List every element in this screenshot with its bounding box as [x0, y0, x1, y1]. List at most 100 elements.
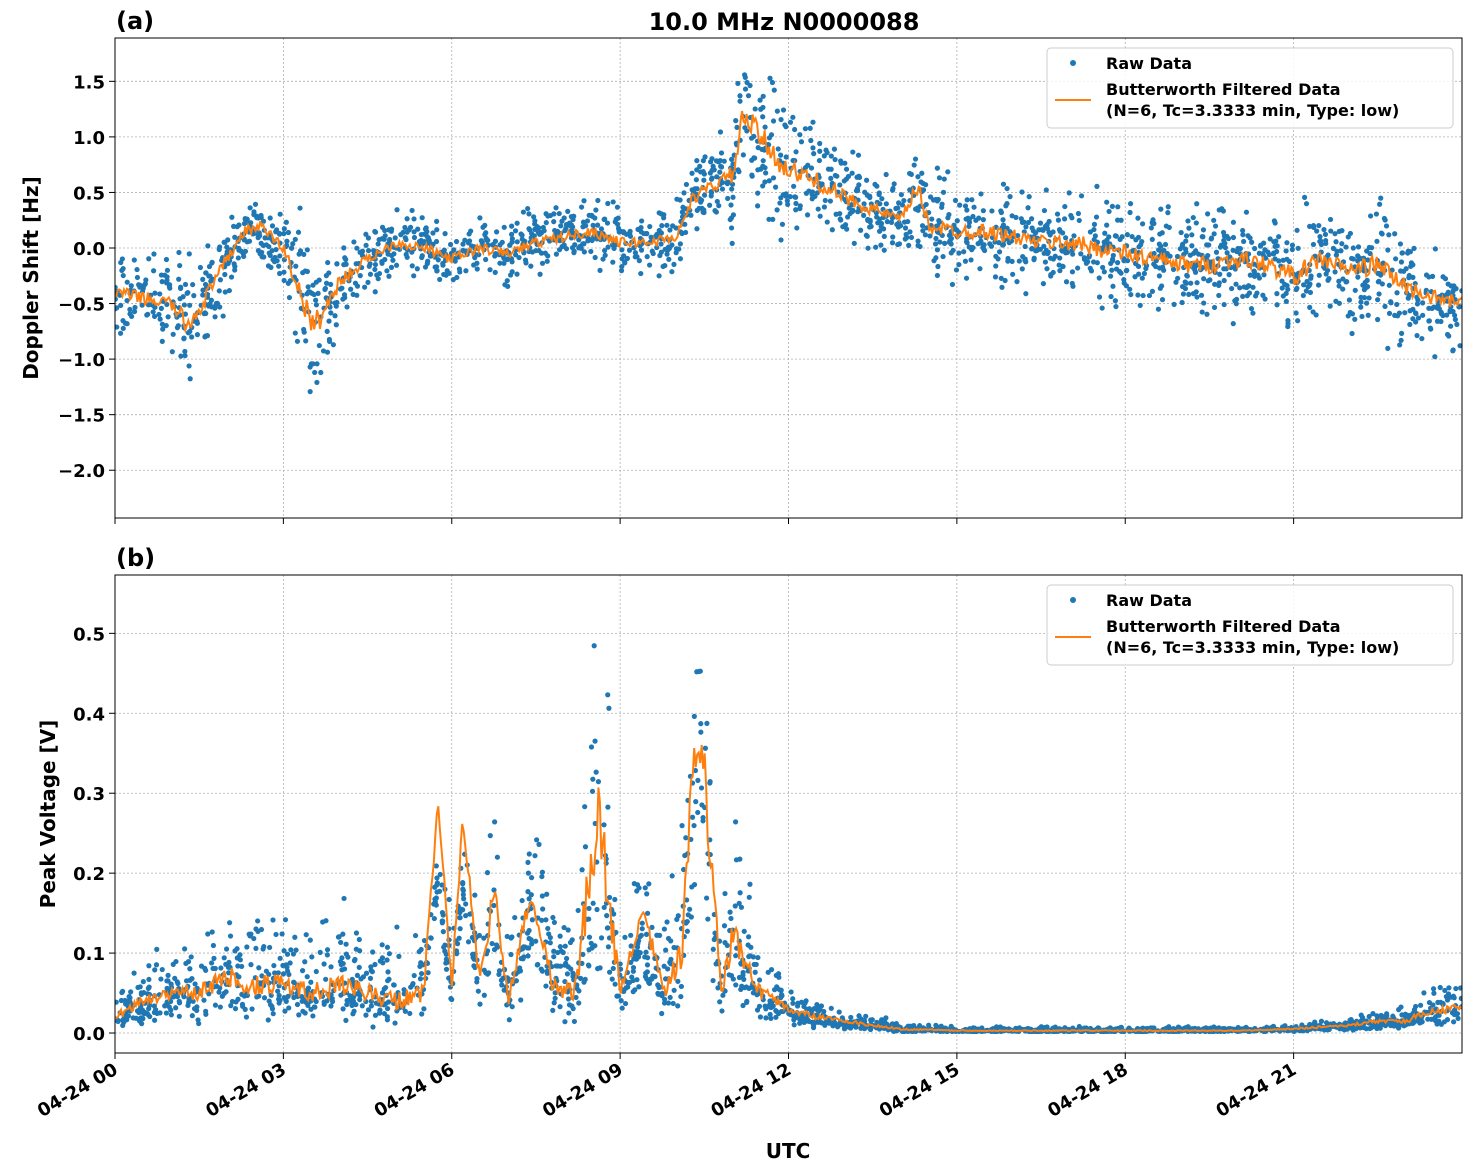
y-tick-label: −1.5 [58, 406, 105, 427]
raw-data-point [223, 946, 230, 952]
raw-data-point [176, 249, 182, 256]
raw-data-point [1327, 216, 1334, 223]
raw-data-point [466, 231, 472, 237]
raw-data-point [534, 962, 540, 968]
raw-data-point [463, 913, 469, 919]
raw-data-point [691, 822, 697, 829]
raw-data-point [1230, 234, 1237, 241]
raw-data-point [954, 218, 960, 224]
raw-data-point [343, 941, 349, 947]
raw-data-point [1137, 302, 1143, 308]
raw-data-point [811, 151, 817, 157]
raw-data-point [1397, 241, 1404, 247]
raw-data-point [302, 959, 308, 965]
raw-data-point [627, 233, 634, 239]
raw-data-point [1110, 283, 1116, 289]
raw-data-point [762, 1003, 768, 1009]
raw-data-point [773, 972, 779, 978]
raw-data-point [183, 978, 190, 984]
raw-data-point [744, 79, 750, 86]
raw-data-point [419, 215, 425, 221]
raw-data-point [728, 915, 734, 922]
raw-data-point [157, 316, 163, 322]
raw-data-point [508, 951, 514, 958]
raw-data-point [698, 785, 705, 791]
raw-data-point [1398, 1004, 1404, 1010]
raw-data-point [622, 934, 628, 940]
raw-data-point [128, 283, 134, 289]
raw-data-point [946, 212, 952, 218]
raw-data-point [474, 260, 480, 266]
raw-data-point [526, 896, 532, 902]
raw-data-point [618, 998, 624, 1004]
raw-data-point [1217, 271, 1223, 277]
raw-data-point [998, 275, 1004, 281]
raw-data-point [532, 218, 538, 224]
raw-data-point [689, 170, 695, 176]
raw-data-point [1201, 300, 1207, 306]
raw-data-point [911, 162, 917, 168]
raw-data-point [1000, 181, 1007, 187]
raw-data-point [643, 931, 650, 937]
raw-data-point [1164, 250, 1170, 257]
raw-data-point [365, 248, 372, 254]
raw-data-point [1375, 297, 1381, 303]
raw-data-point [878, 224, 884, 230]
raw-data-point [409, 207, 415, 214]
raw-data-point [733, 953, 739, 959]
raw-data-point [604, 913, 610, 919]
raw-data-point [1026, 194, 1032, 200]
raw-data-point [509, 1004, 515, 1010]
raw-data-point [204, 333, 211, 339]
raw-data-point [1023, 291, 1029, 297]
raw-data-point [735, 80, 741, 87]
raw-data-point [236, 974, 242, 980]
raw-data-point [1293, 310, 1299, 316]
raw-data-point [1327, 303, 1333, 309]
raw-data-point [158, 272, 165, 278]
raw-data-point [588, 248, 594, 255]
raw-data-point [151, 1017, 158, 1023]
raw-data-point [1430, 1002, 1436, 1008]
raw-data-point [968, 257, 974, 263]
raw-data-point [971, 204, 977, 210]
raw-data-point [316, 342, 322, 349]
raw-data-point [1096, 294, 1103, 300]
raw-data-point [670, 1000, 676, 1007]
raw-data-point [529, 941, 535, 947]
raw-data-point [1061, 216, 1068, 222]
raw-data-point [550, 914, 556, 921]
raw-data-point [576, 1000, 582, 1006]
raw-data-point [533, 938, 539, 944]
raw-data-point [638, 224, 644, 231]
raw-data-point [738, 904, 745, 910]
raw-data-point [1406, 292, 1412, 298]
raw-data-point [1002, 277, 1008, 284]
raw-data-point [354, 972, 361, 979]
raw-data-point [491, 887, 497, 893]
raw-data-point [1310, 309, 1316, 315]
raw-data-point [465, 939, 472, 945]
raw-data-point [443, 951, 449, 957]
raw-data-point [831, 146, 838, 152]
raw-data-point [151, 313, 158, 320]
raw-data-point [340, 931, 346, 937]
raw-data-point [1069, 280, 1075, 287]
raw-data-point [281, 269, 287, 275]
filtered-data-line [115, 744, 1462, 1033]
raw-data-point [136, 1009, 142, 1015]
raw-data-point [372, 261, 379, 268]
raw-data-point [721, 923, 728, 929]
raw-data-point [615, 215, 621, 221]
raw-data-point [285, 229, 292, 236]
raw-data-point [709, 175, 715, 181]
raw-data-point [612, 981, 618, 987]
raw-data-point [774, 1008, 780, 1015]
raw-data-point [1377, 270, 1384, 276]
raw-data-point [716, 203, 722, 209]
raw-data-point [790, 996, 796, 1002]
raw-data-point [810, 145, 816, 151]
raw-data-point [999, 284, 1005, 290]
raw-data-point [668, 938, 674, 944]
raw-data-point [324, 947, 331, 953]
